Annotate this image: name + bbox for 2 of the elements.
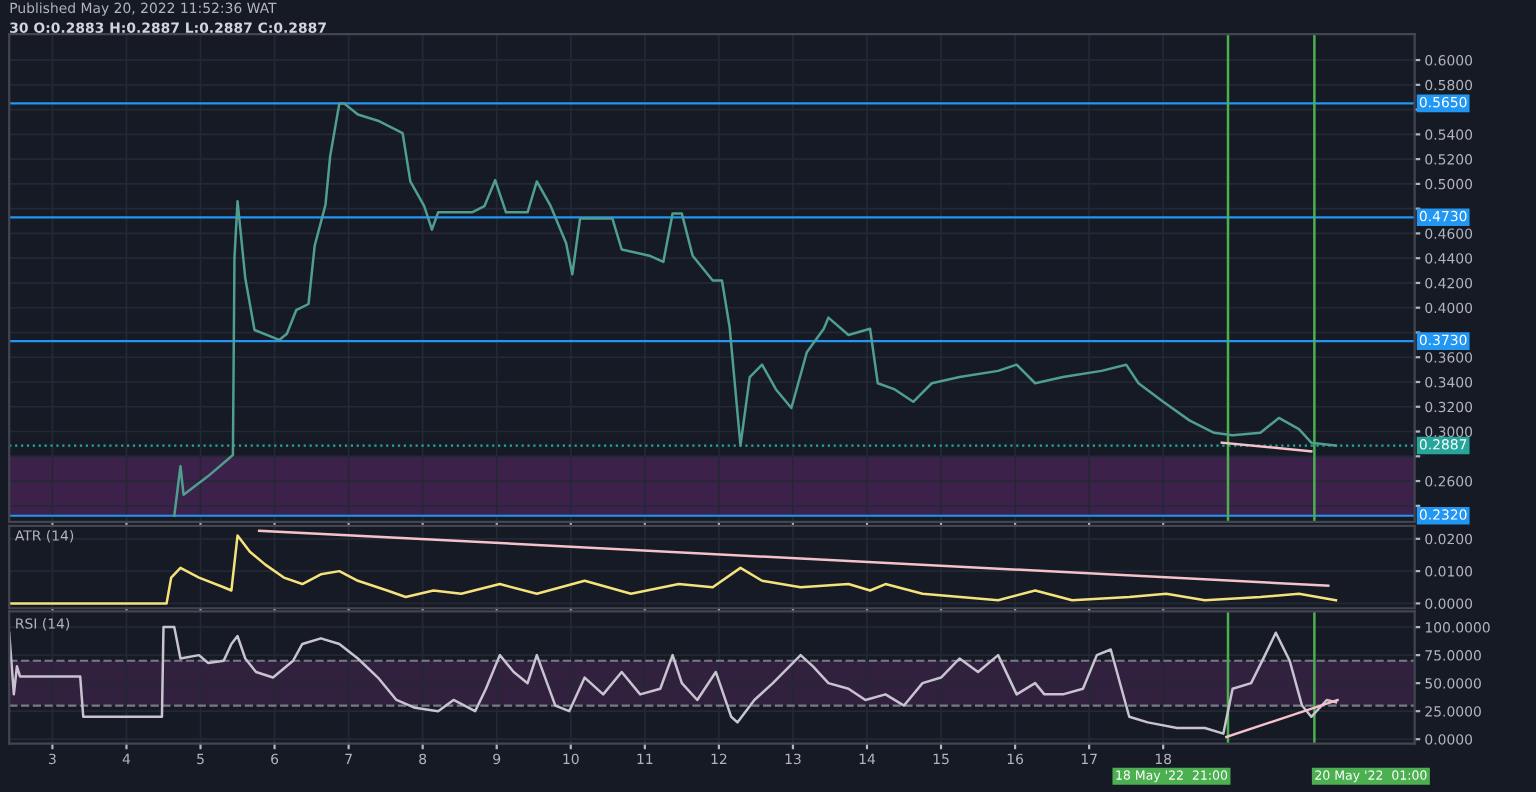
line-series bbox=[173, 102, 1338, 517]
line-series bbox=[9, 534, 1338, 605]
